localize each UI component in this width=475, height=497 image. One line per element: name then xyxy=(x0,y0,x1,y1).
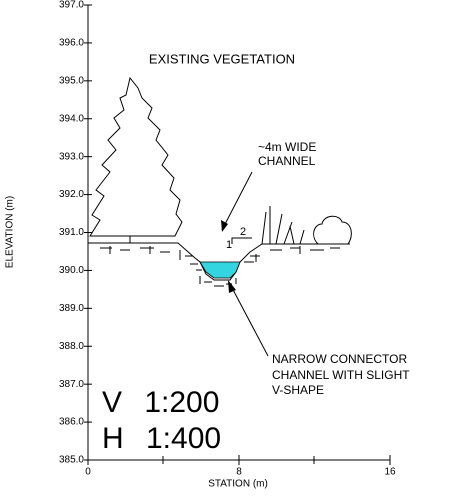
y-tick-label: 393.0 xyxy=(59,151,84,162)
y-tick-label: 392.0 xyxy=(59,189,84,200)
slope-rise: 1 xyxy=(226,239,232,251)
hatching xyxy=(100,246,340,287)
y-tick-label: 394.0 xyxy=(59,113,84,124)
x-tick-label: 8 xyxy=(236,467,242,478)
tree xyxy=(89,76,183,237)
x-axis-label: STATION (m) xyxy=(208,479,268,490)
vertical-scale: V 1:200 xyxy=(102,386,219,419)
x-tick-label: 16 xyxy=(384,467,396,478)
y-axis-label: ELEVATION (m) xyxy=(5,196,16,268)
y-tick-label: 397.0 xyxy=(59,0,84,11)
slope-run: 2 xyxy=(240,226,246,238)
y-tick-label: 385.0 xyxy=(59,455,84,466)
connector-label: CHANNEL WITH SLIGHT xyxy=(272,368,410,382)
y-tick-label: 387.0 xyxy=(59,379,84,390)
arrow xyxy=(221,171,253,231)
slope-symbol xyxy=(231,237,252,244)
y-tick-label: 386.0 xyxy=(59,417,84,428)
x-tick-label: 0 xyxy=(85,467,91,478)
wide-channel-label: ~4m WIDE xyxy=(258,140,316,154)
connector-label: V-SHAPE xyxy=(272,383,324,397)
wide-channel-label: CHANNEL xyxy=(258,154,316,168)
water xyxy=(199,261,241,279)
y-tick-label: 396.0 xyxy=(59,38,84,49)
y-tick-label: 395.0 xyxy=(59,75,84,86)
arrowhead xyxy=(221,220,228,232)
horizontal-scale: H 1:400 xyxy=(102,422,221,455)
arrow xyxy=(229,283,269,357)
y-tick-label: 390.0 xyxy=(59,265,84,276)
y-tick-label: 388.0 xyxy=(59,341,84,352)
connector-label: NARROW CONNECTOR xyxy=(272,352,407,366)
y-tick-label: 391.0 xyxy=(59,227,84,238)
y-tick-label: 389.0 xyxy=(59,303,84,314)
grass xyxy=(261,206,305,245)
bush xyxy=(313,215,352,245)
arrowhead xyxy=(228,280,236,293)
vegetation-label: EXISTING VEGETATION xyxy=(149,51,295,66)
